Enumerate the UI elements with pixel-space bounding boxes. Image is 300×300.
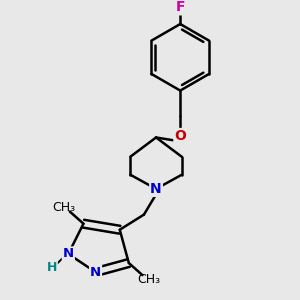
Text: N: N <box>150 182 162 196</box>
Text: H: H <box>46 261 57 274</box>
Text: F: F <box>176 0 185 14</box>
Text: O: O <box>174 129 186 143</box>
Text: N: N <box>90 266 101 279</box>
Text: CH₃: CH₃ <box>52 200 75 214</box>
Text: N: N <box>63 248 74 260</box>
Text: CH₃: CH₃ <box>137 273 160 286</box>
